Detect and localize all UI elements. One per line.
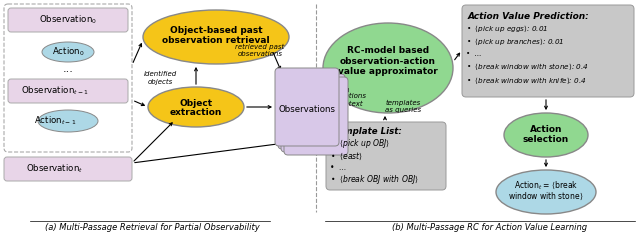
Text: ...: ... bbox=[63, 64, 74, 74]
Text: Observations: Observations bbox=[278, 105, 335, 114]
FancyBboxPatch shape bbox=[275, 68, 339, 146]
Text: Observation$_0$: Observation$_0$ bbox=[39, 14, 97, 26]
Text: observation-action: observation-action bbox=[340, 56, 436, 65]
Text: •  $\langle$pick up branches$\rangle$: 0.01: • $\langle$pick up branches$\rangle$: 0.… bbox=[466, 36, 564, 47]
Ellipse shape bbox=[504, 113, 588, 157]
Text: RC-model based: RC-model based bbox=[347, 45, 429, 54]
Text: Object-based past: Object-based past bbox=[170, 26, 262, 34]
Ellipse shape bbox=[148, 87, 244, 127]
Text: value approximator: value approximator bbox=[338, 67, 438, 76]
FancyBboxPatch shape bbox=[462, 5, 634, 97]
Text: Action: Action bbox=[530, 125, 563, 135]
FancyBboxPatch shape bbox=[284, 77, 348, 155]
Ellipse shape bbox=[323, 23, 453, 113]
FancyBboxPatch shape bbox=[278, 71, 342, 149]
Text: •  ...: • ... bbox=[330, 163, 346, 173]
Text: window with stone$\rangle$: window with stone$\rangle$ bbox=[508, 190, 584, 201]
FancyBboxPatch shape bbox=[281, 74, 345, 152]
Ellipse shape bbox=[143, 10, 289, 64]
FancyBboxPatch shape bbox=[4, 157, 132, 181]
FancyBboxPatch shape bbox=[8, 8, 128, 32]
Text: •  ...: • ... bbox=[466, 51, 481, 57]
Text: Action$_{t-1}$: Action$_{t-1}$ bbox=[34, 115, 76, 127]
Ellipse shape bbox=[42, 42, 94, 62]
Text: •  $\langle$pick up eggs$\rangle$: 0.01: • $\langle$pick up eggs$\rangle$: 0.01 bbox=[466, 22, 548, 33]
FancyBboxPatch shape bbox=[326, 122, 446, 190]
Text: identified
objects: identified objects bbox=[143, 71, 177, 85]
Text: observations
as context: observations as context bbox=[321, 93, 367, 107]
FancyBboxPatch shape bbox=[4, 4, 132, 152]
FancyBboxPatch shape bbox=[8, 79, 128, 103]
Text: Template List:: Template List: bbox=[333, 127, 402, 136]
Text: Observation$_t$: Observation$_t$ bbox=[26, 163, 84, 175]
Text: templates
as queries: templates as queries bbox=[385, 99, 421, 113]
Text: •  $\langle$pick up OBJ$\rangle$: • $\langle$pick up OBJ$\rangle$ bbox=[330, 137, 390, 151]
Text: •  $\langle$break OBJ with OBJ$\rangle$: • $\langle$break OBJ with OBJ$\rangle$ bbox=[330, 174, 419, 186]
Text: Action$_0$: Action$_0$ bbox=[52, 46, 84, 58]
Text: •  $\langle$break window with knife$\rangle$: 0.4: • $\langle$break window with knife$\rang… bbox=[466, 75, 587, 86]
Ellipse shape bbox=[496, 170, 596, 214]
Text: Action Value Prediction:: Action Value Prediction: bbox=[468, 11, 589, 21]
Text: Object: Object bbox=[179, 98, 212, 108]
Text: (b) Multi-Passage RC for Action Value Learning: (b) Multi-Passage RC for Action Value Le… bbox=[392, 223, 588, 233]
Ellipse shape bbox=[38, 110, 98, 132]
Text: extraction: extraction bbox=[170, 108, 222, 116]
Text: selection: selection bbox=[523, 136, 569, 145]
Text: Action$_t$ = $\langle$break: Action$_t$ = $\langle$break bbox=[514, 179, 578, 191]
Text: (a) Multi-Passage Retrieval for Partial Observability: (a) Multi-Passage Retrieval for Partial … bbox=[45, 223, 259, 233]
Text: Observation$_{t-1}$: Observation$_{t-1}$ bbox=[21, 85, 89, 97]
Text: •  $\langle$east$\rangle$: • $\langle$east$\rangle$ bbox=[330, 150, 363, 162]
Text: •  $\langle$break window with stone$\rangle$: 0.4: • $\langle$break window with stone$\rang… bbox=[466, 61, 589, 72]
Text: retrieved past
observations: retrieved past observations bbox=[236, 43, 285, 57]
Text: observation retrieval: observation retrieval bbox=[162, 36, 270, 44]
